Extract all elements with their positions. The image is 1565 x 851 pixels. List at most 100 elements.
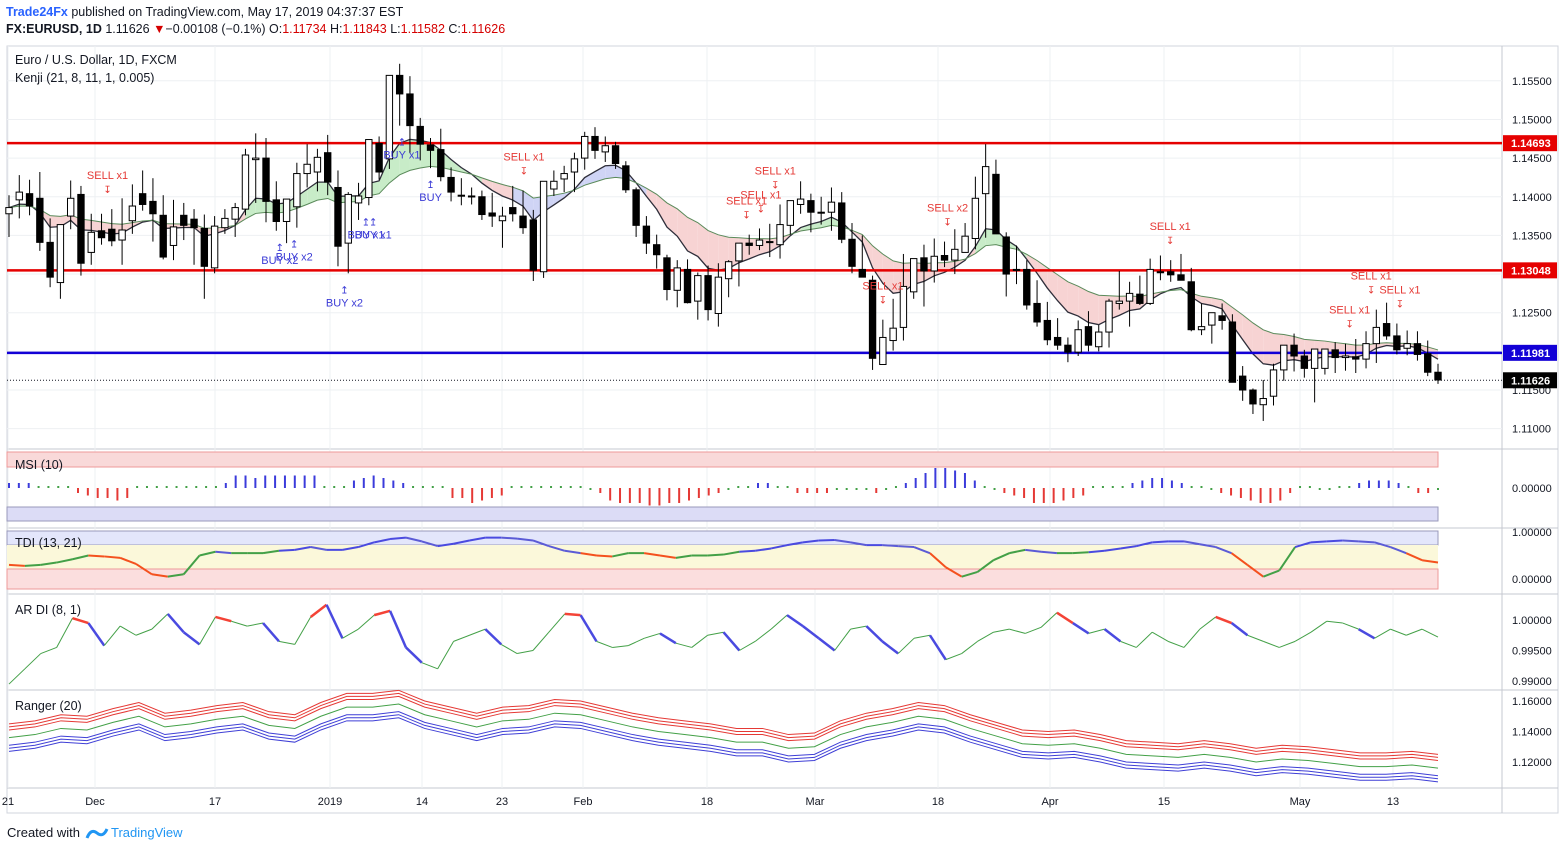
ardi-line-segment [1183,628,1201,648]
sell-signal-label: SELL x1 [503,152,544,164]
kenji-cloud-segment [677,208,688,251]
tdi-line-segment [898,545,915,549]
ardi-line-segment [516,650,534,655]
bullish-candle [1321,348,1329,369]
bullish-candle [601,145,609,153]
ardi-line-segment [421,662,438,670]
bullish-candle [1372,326,1381,345]
bearish-candle [262,157,270,202]
bearish-candle [375,142,383,173]
kenji-cloud-segment [1078,286,1089,323]
ardi-line-segment [579,614,598,642]
ardi-line-segment [1279,640,1296,648]
bearish-candle [745,242,753,246]
bullish-candle [354,195,363,204]
tdi-y-tick: 0.00000 [1512,574,1552,586]
tradingview-link[interactable]: TradingView [110,825,183,840]
x-tick-label: 18 [932,796,944,808]
bearish-candle [36,197,44,243]
bullish-candle [673,267,681,291]
price-axis[interactable]: 1.15500 1.15000 1.14500 1.14000 1.13500 1.130… [1503,76,1557,769]
kenji-cloud-segment [317,182,328,201]
tdi-pane[interactable]: TDI (13, 21) [6,530,1439,590]
ardi-line-segment [72,616,89,625]
kenji-cloud-segment [862,234,873,268]
time-axis[interactable]: 21 Dec 17 2019 14 23 Feb 18 Mar 18 Apr 15 May 13 [2,796,1399,808]
ardi-line-segment [1040,612,1058,628]
bearish-candle [663,257,671,291]
tdi-line-segment [659,554,677,559]
grid [6,45,1559,814]
bearish-candle [838,202,846,240]
bearish-candle [180,214,188,226]
bearish-candle [652,244,661,256]
bullish-candle [128,205,137,222]
ardi-line-segment [357,614,375,630]
bullish-candle [755,239,764,246]
bearish-candle [1249,389,1257,405]
price-label-box [1503,135,1557,152]
ardi-line-segment [199,616,216,645]
x-tick-label: Dec [85,796,105,808]
ardi-line-segment [834,628,851,651]
tdi-line-segment [707,553,724,557]
kenji-cloud-segment [409,139,421,171]
bearish-candle [190,218,198,229]
x-tick-label: 21 [2,796,14,808]
bullish-candle [1197,326,1206,331]
tdi-line-segment [976,559,995,573]
tdi-line-segment [437,542,454,548]
bullish-candle [560,173,568,180]
buy-signal-label: BUY x1 [383,150,420,162]
ardi-line-segment [1167,640,1185,648]
bullish-candle [498,215,507,222]
y-tick-label: 1.14500 [1512,153,1552,165]
bullish-candle [241,154,250,210]
bearish-candle [108,228,116,242]
sell-arrow-icon: ↧ [103,185,111,196]
ardi-line-segment [325,604,344,639]
bullish-candle [776,224,784,246]
buy-arrow-icon: ↥ [369,217,377,228]
ardi-pane[interactable]: AR DI (8, 1) [8,603,1439,685]
kenji-cloud-segment [1222,299,1233,326]
bullish-candle [981,166,990,195]
kenji-cloud-segment [523,190,534,221]
msi-pane[interactable]: MSI (10) [6,451,1439,522]
main-price-pane[interactable]: Euro / U.S. Dollar, 1D, FXCM Kenji (21, 8… [5,53,1502,421]
tdi-line-segment [373,538,391,544]
kenji-cloud-segment [594,165,606,183]
buy-signal-label: BUY x2 [326,297,363,309]
bearish-candle [591,135,599,151]
sell-arrow-icon: ↧ [520,167,528,178]
ardi-line-segment [1310,620,1328,633]
tdi-line-segment [755,547,772,552]
ranger-pane[interactable]: Ranger (20) [8,689,1439,783]
bullish-candle [1105,300,1113,333]
ardi-line-segment [802,625,820,640]
bearish-candle [529,219,537,271]
ardi-line-segment [1056,611,1074,625]
tdi-line-segment [1405,552,1423,562]
bullish-candle [169,226,178,246]
ardi-line-segment [166,613,185,634]
bullish-candle [1095,331,1103,348]
ardi-line-segment [388,610,408,648]
y-tick-label: 1.15000 [1512,114,1552,126]
ardi-line-segment [8,668,26,685]
kenji-cloud-segment [1242,314,1253,354]
bearish-candle [1023,268,1031,306]
bearish-candle [159,214,167,258]
ranger-band-line [8,703,1439,769]
tdi-line-segment [786,541,804,547]
author-link[interactable]: Trade24Fx [6,5,68,19]
kenji-cloud-segment [708,230,719,271]
bullish-candle [118,229,126,241]
bullish-candle [714,276,723,314]
ranger-band-line [8,692,1439,758]
kenji-cloud-segment [60,214,71,227]
bullish-candle [1012,268,1021,271]
tdi-line-segment [580,552,597,557]
bearish-candle [478,196,486,216]
